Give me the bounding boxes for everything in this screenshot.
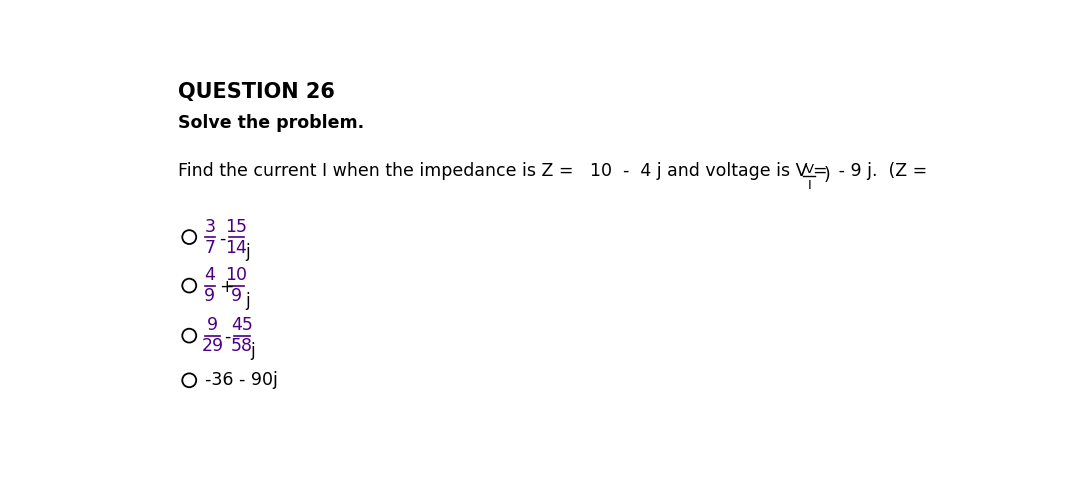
Text: ): ) [823,166,829,184]
Text: 4: 4 [204,266,215,284]
Text: I: I [808,179,811,192]
Text: 58: 58 [231,337,253,355]
Text: -: - [225,328,230,346]
Text: 3: 3 [204,218,215,236]
Text: 9: 9 [207,316,218,334]
Text: -: - [218,229,225,247]
Text: -36 - 90j: -36 - 90j [205,371,278,389]
Text: 7: 7 [204,239,215,257]
Text: 45: 45 [231,316,253,334]
Text: 9: 9 [204,287,215,305]
Text: j: j [245,292,249,310]
Text: QUESTION 26: QUESTION 26 [177,81,335,102]
Text: Solve the problem.: Solve the problem. [177,114,364,132]
Text: 29: 29 [202,337,224,355]
Text: 15: 15 [226,218,247,236]
Text: 9: 9 [231,287,242,305]
Text: 14: 14 [226,239,247,257]
Text: +: + [218,278,233,296]
Text: 10: 10 [226,266,247,284]
Text: j: j [251,342,255,360]
Text: V: V [805,163,814,176]
Text: j: j [245,243,249,261]
Text: Find the current I when the impedance is Z =   10  -  4 j and voltage is V =  - : Find the current I when the impedance is… [177,162,927,180]
